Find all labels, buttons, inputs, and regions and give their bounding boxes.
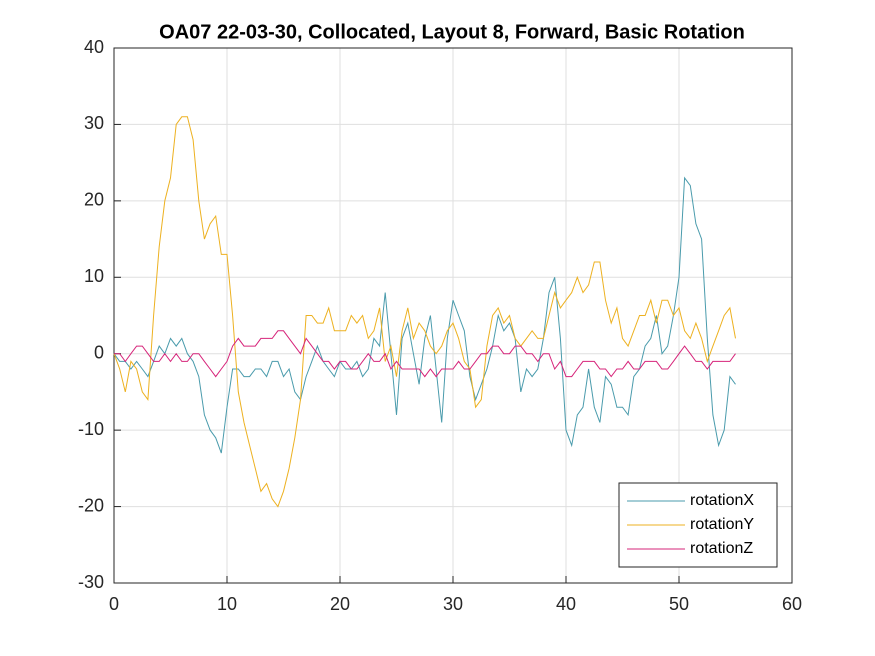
y-tick-label: 40	[84, 37, 104, 57]
legend-label: rotationX	[690, 492, 754, 509]
x-tick-label: 30	[443, 594, 463, 614]
series-line	[113, 176, 736, 454]
legend-label: rotationY	[690, 516, 754, 533]
x-tick-label: 60	[782, 594, 802, 614]
y-tick-label: 30	[84, 113, 104, 133]
series-line	[114, 330, 736, 378]
x-tick-label: 10	[217, 594, 237, 614]
axes-box	[113, 47, 793, 584]
y-tick-label: -30	[78, 572, 104, 592]
y-tick-label: -20	[78, 495, 104, 515]
y-tick-label: 20	[84, 190, 104, 210]
x-tick-label: 40	[556, 594, 576, 614]
x-tick-label: 20	[330, 594, 350, 614]
y-tick-label: 10	[84, 266, 104, 286]
chart-title: OA07 22-03-30, Collocated, Layout 8, For…	[159, 21, 745, 43]
legend-label: rotationZ	[690, 540, 753, 557]
y-tick-label: 0	[94, 342, 104, 362]
x-tick-label: 50	[669, 594, 689, 614]
x-tick-label: 0	[109, 594, 119, 614]
y-tick-label: -10	[78, 419, 104, 439]
series-line	[113, 116, 736, 508]
